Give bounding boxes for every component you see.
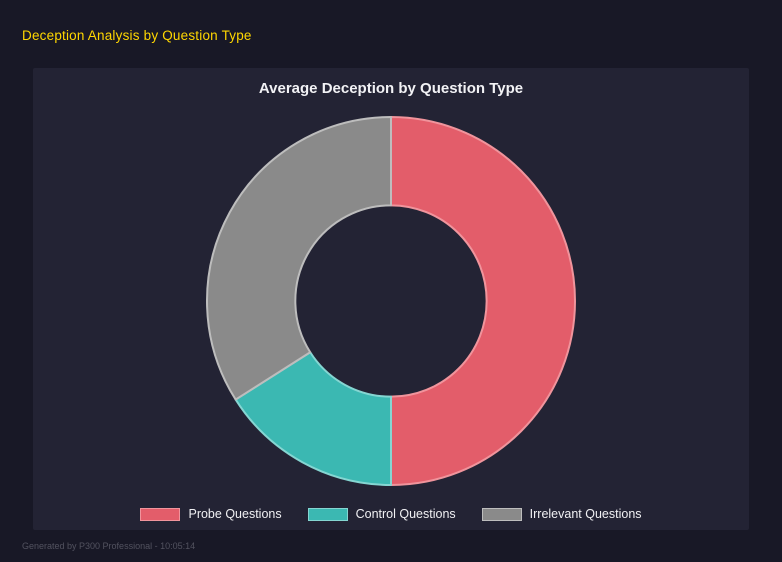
legend-label: Probe Questions: [188, 507, 282, 521]
legend-swatch: [140, 507, 181, 521]
donut-slice-1[interactable]: [234, 351, 392, 486]
donut-chart[interactable]: [189, 99, 593, 503]
footer-text: Generated by P300 Professional - 10:05:1…: [22, 541, 196, 551]
donut-slice-0[interactable]: [390, 116, 576, 486]
legend-item-1[interactable]: Control Questions: [307, 507, 456, 521]
chart-title: Average Deception by Question Type: [258, 80, 524, 97]
legend-item-0[interactable]: Probe Questions: [140, 507, 282, 521]
legend-item-2[interactable]: Irrelevant Questions: [481, 507, 642, 521]
legend-swatch: [307, 507, 348, 521]
page-title: Deception Analysis by Question Type: [22, 28, 252, 43]
chart-legend: Probe Questions Control Questions Irreleva…: [140, 507, 642, 521]
donut-slice-2[interactable]: [206, 116, 392, 401]
legend-swatch: [481, 507, 522, 521]
legend-label: Irrelevant Questions: [529, 507, 642, 521]
legend-label: Control Questions: [355, 507, 456, 521]
chart-panel: Average Deception by Question Type Probe…: [33, 68, 749, 530]
